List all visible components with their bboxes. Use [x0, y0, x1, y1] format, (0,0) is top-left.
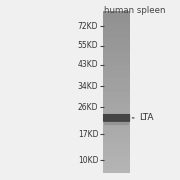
Text: 55KD: 55KD — [78, 41, 98, 50]
Text: 43KD: 43KD — [78, 60, 98, 69]
Text: LTA: LTA — [132, 113, 154, 122]
FancyBboxPatch shape — [103, 114, 130, 122]
Text: 17KD: 17KD — [78, 130, 98, 139]
Text: 34KD: 34KD — [78, 82, 98, 91]
Bar — [103, 11, 130, 173]
Text: 72KD: 72KD — [78, 22, 98, 31]
Text: 26KD: 26KD — [78, 103, 98, 112]
Text: human spleen: human spleen — [104, 6, 166, 15]
Text: 10KD: 10KD — [78, 156, 98, 165]
FancyBboxPatch shape — [104, 120, 129, 125]
